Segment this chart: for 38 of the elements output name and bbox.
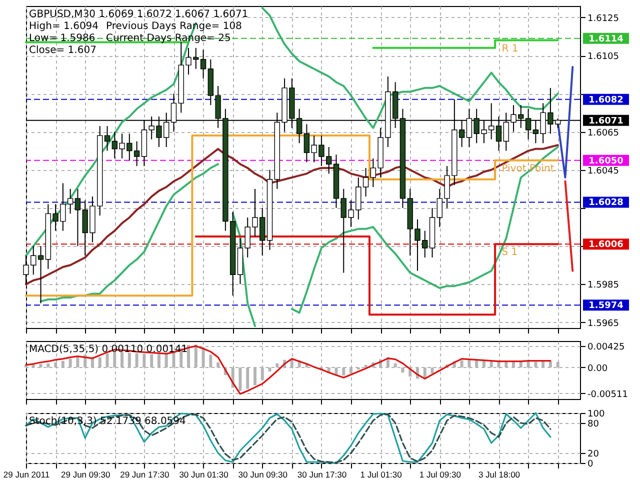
x-tick-label: 30 Jun 17:30: [297, 470, 347, 480]
y-tick-label: 1.6105: [588, 52, 619, 62]
ref-line-label: 1.6028: [588, 198, 624, 208]
x-tick-label: 1 Jul 09:30: [419, 470, 462, 480]
ref-line-label: 1.6071: [588, 116, 624, 126]
x-tick-label: 30 Jun 01:30: [179, 470, 229, 480]
x-tick-label: 1 Jul 01:30: [360, 470, 402, 480]
x-tick-label: 30 Jun 09:30: [238, 470, 288, 480]
annotation: High= 1.6094: [29, 21, 99, 32]
candlestick: [104, 126, 110, 152]
y-tick-label: 1.5965: [588, 318, 619, 329]
y-tick-label: 0.00: [588, 364, 608, 374]
y-tick-label: 0: [588, 460, 594, 470]
candlestick: [200, 49, 206, 79]
y-tick-label: 1.6125: [588, 14, 619, 24]
ref-line-label: 1.5974: [588, 301, 624, 312]
series-label: Pivot Point: [502, 163, 554, 174]
y-tick-label: 1.6045: [588, 166, 619, 176]
ref-line-label: 1.6114: [588, 34, 624, 44]
x-tick-label: 3 Jul 18:00: [478, 470, 520, 480]
x-tick-label: 29 Jun 17:30: [120, 470, 170, 480]
ref-line-label: 1.6050: [588, 156, 624, 166]
y-tick-label: 1.5985: [588, 280, 619, 291]
y-tick-label: 100: [588, 410, 605, 420]
y-tick-label: 0.00425: [588, 342, 625, 352]
y-tick-label: -0.00511: [588, 390, 628, 400]
y-tick-label: 80: [588, 420, 600, 430]
chart-title: GBPUSD,M30 1.6069 1.6072 1.6067 1.6071: [29, 9, 248, 20]
ref-line-label: 1.6082: [588, 95, 624, 106]
series-label: R 1: [502, 43, 518, 54]
x-tick-label: 29 Jun 2011: [3, 470, 50, 480]
y-tick-label: 20: [588, 450, 600, 460]
x-tick-label: 29 Jun 09:30: [61, 470, 110, 480]
annotation: Close= 1.607: [29, 45, 96, 56]
series-label: S 1: [502, 247, 518, 258]
y-tick-label: 1.6065: [588, 128, 619, 138]
ref-line-label: 1.6006: [588, 240, 624, 250]
line-series: [25, 345, 552, 395]
